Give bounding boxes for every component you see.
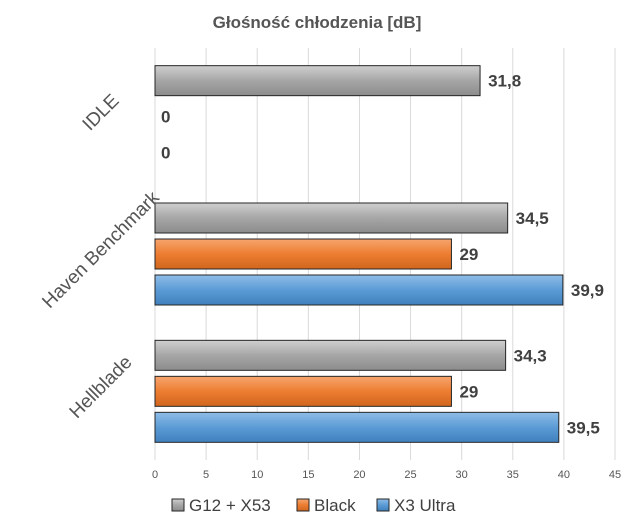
legend-label: X3 Ultra — [394, 496, 456, 515]
bar-g12-x53-hellblade — [154, 339, 507, 371]
legend-item[interactable]: X3 Ultra — [376, 496, 456, 515]
category-label: Hellblade — [66, 352, 137, 423]
x-tick-label: 15 — [302, 469, 314, 481]
legend-item[interactable]: G12 + X53 — [171, 496, 271, 515]
legend-item[interactable]: Black — [296, 496, 356, 515]
data-label: 29 — [459, 245, 478, 264]
x-tick-label: 30 — [456, 469, 468, 481]
x-tick-label: 25 — [404, 469, 416, 481]
bar-black-haven-benchmark — [154, 238, 452, 270]
data-label: 0 — [161, 108, 170, 127]
data-label: 29 — [459, 382, 478, 401]
data-label: 34,3 — [514, 346, 547, 365]
legend-swatch — [296, 498, 310, 512]
data-label: 39,5 — [567, 418, 600, 437]
data-label: 39,9 — [571, 281, 604, 300]
legend-label: G12 + X53 — [189, 496, 271, 515]
data-labels: 31,8 0 0 34,5 29 39,9 34,3 29 39,5 — [161, 72, 604, 438]
chart-title: Głośność chłodzenia [dB] — [213, 13, 422, 32]
x-tick-label: 20 — [353, 469, 365, 481]
x-tick-label: 5 — [203, 469, 209, 481]
bar-x3-ultra-haven-benchmark — [154, 274, 564, 306]
bar-x3-ultra-hellblade — [154, 411, 560, 443]
x-tick-label: 45 — [609, 469, 621, 481]
bar-g12-x53-idle — [154, 65, 481, 97]
legend-label: Black — [314, 496, 356, 515]
bars — [154, 65, 564, 443]
x-tick-label: 35 — [507, 469, 519, 481]
data-label: 34,5 — [516, 209, 549, 228]
bar-g12-x53-haven-benchmark — [154, 202, 509, 234]
bar-black-hellblade — [154, 375, 452, 407]
category-labels: IDLE Haven Benchmark Hellblade — [38, 90, 164, 422]
legend-swatch — [376, 498, 390, 512]
x-axis-ticks: 0 5 10 15 20 25 30 35 40 45 — [152, 469, 621, 481]
data-label: 31,8 — [488, 72, 521, 91]
x-tick-label: 0 — [152, 469, 158, 481]
data-label: 0 — [161, 144, 170, 163]
legend[interactable]: G12 + X53 Black X3 Ultra — [171, 496, 456, 515]
x-tick-label: 40 — [558, 469, 570, 481]
x-tick-label: 10 — [251, 469, 263, 481]
category-label: IDLE — [79, 90, 124, 135]
legend-swatch — [171, 498, 185, 512]
category-label: Haven Benchmark — [38, 187, 164, 313]
